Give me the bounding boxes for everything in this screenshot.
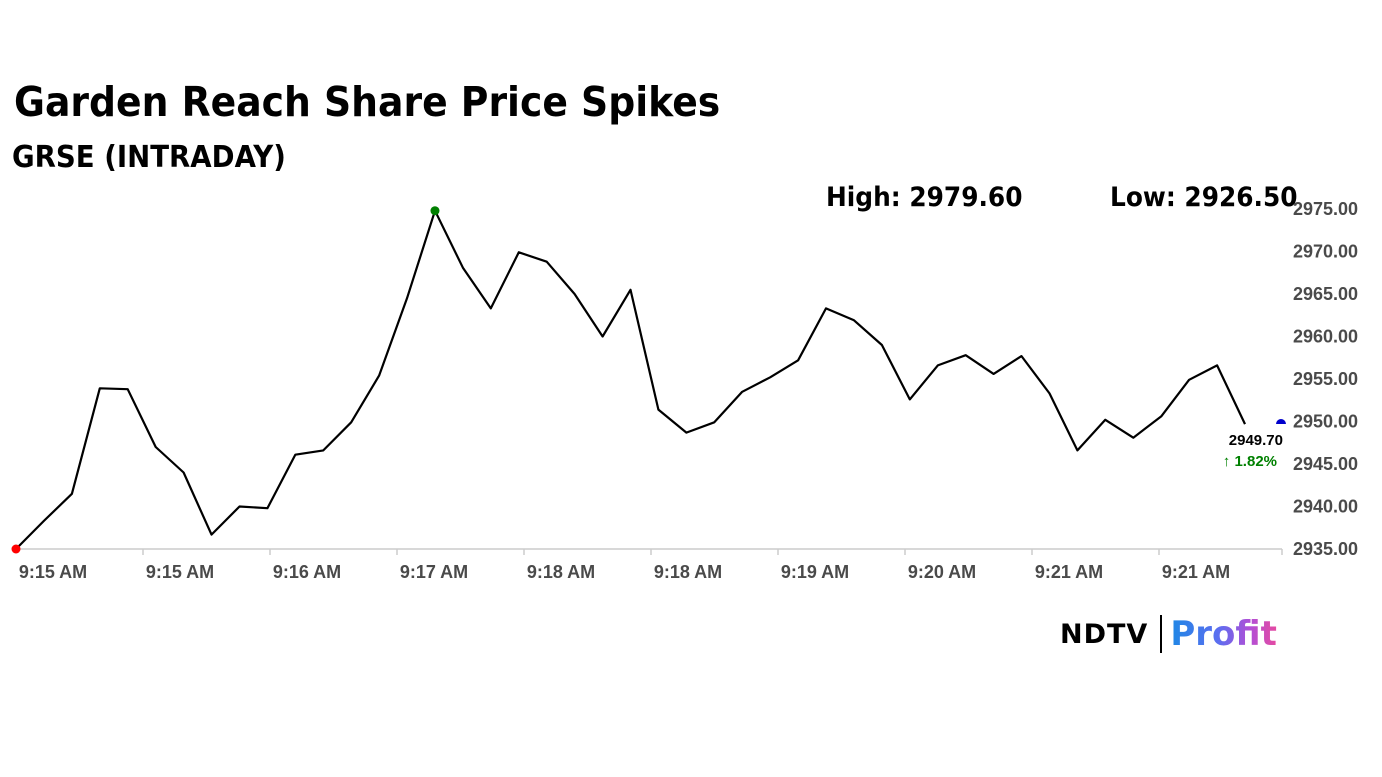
ndtv-profit-logo: NDTV Profit [1060,612,1277,656]
ndtv-wordmark: NDTV [1060,618,1149,650]
low-stat: Low: 2926.50 [1110,182,1298,213]
x-tick-label: 9:21 AM [1035,562,1103,582]
markers [11,206,1286,554]
x-tick-label: 9:20 AM [908,562,976,582]
chart-title: Garden Reach Share Price Spikes [14,78,721,126]
price-line [15,209,1246,550]
x-tick-label: 9:18 AM [527,562,595,582]
x-tick-label: 9:17 AM [400,562,468,582]
x-tick-label: 9:15 AM [19,562,87,582]
y-tick-label: 2975.00 [1293,199,1358,219]
last-price-marker [1276,419,1286,425]
y-tick-label: 2940.00 [1293,497,1358,517]
y-tick-label: 2945.00 [1293,454,1358,474]
last-price-label: 2949.70 [1229,432,1283,449]
y-tick-label: 2970.00 [1293,242,1358,262]
y-tick-label: 2955.00 [1293,369,1358,389]
x-tick-label: 9:16 AM [273,562,341,582]
x-tick-label: 9:18 AM [654,562,722,582]
chart-subtitle: GRSE (INTRADAY) [12,140,286,175]
x-axis-ticks: 9:15 AM 9:15 AM 9:16 AM 9:17 AM 9:18 AM 9:18 … [19,549,1283,582]
x-tick-label: 9:21 AM [1162,562,1230,582]
x-tick-label: 9:15 AM [146,562,214,582]
x-tick-label: 9:19 AM [781,562,849,582]
low-point-marker [11,544,21,554]
y-tick-label: 2960.00 [1293,327,1358,347]
y-tick-label: 2965.00 [1293,284,1358,304]
change-percent-label: ↑ 1.82% [1223,453,1277,470]
profit-wordmark: Profit [1170,614,1277,654]
y-axis-ticks: 2975.00 2970.00 2965.00 2960.00 2955.00 2950.… [1293,199,1358,559]
y-tick-label: 2935.00 [1293,539,1358,559]
logo-divider [1160,615,1163,653]
y-tick-label: 2950.00 [1293,412,1358,432]
high-point-marker [430,206,440,216]
high-stat: High: 2979.60 [826,182,1023,213]
